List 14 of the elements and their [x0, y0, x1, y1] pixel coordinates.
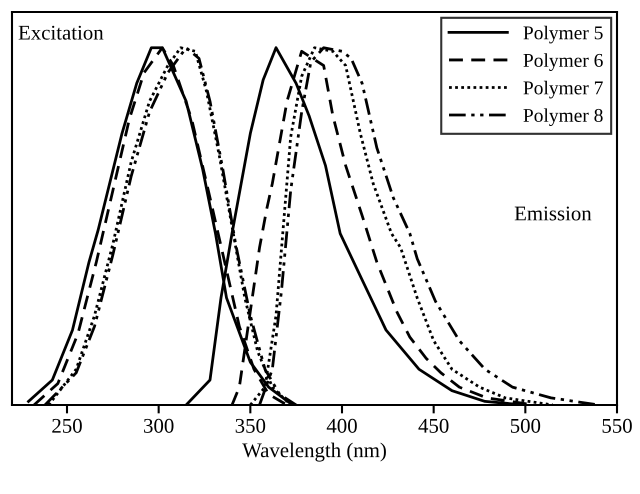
legend-label: Polymer 6: [523, 53, 603, 71]
annotation: Emission: [514, 206, 592, 220]
x-tick-label: 400: [326, 418, 357, 433]
legend-label: Polymer 7: [523, 80, 603, 98]
x-tick-label: 300: [144, 418, 174, 433]
x-tick-label: 250: [52, 418, 82, 433]
x-axis-title: Wavelength (nm): [242, 442, 386, 462]
x-tick-label: 450: [418, 418, 448, 433]
legend-label: Polymer 5: [523, 26, 603, 44]
text: Excitation: [18, 26, 104, 40]
legend-label: Polymer 8: [523, 108, 603, 126]
x-tick-label: 500: [510, 418, 540, 433]
x-tick-label: 350: [236, 418, 266, 433]
x-tick-label: 550: [602, 418, 632, 433]
